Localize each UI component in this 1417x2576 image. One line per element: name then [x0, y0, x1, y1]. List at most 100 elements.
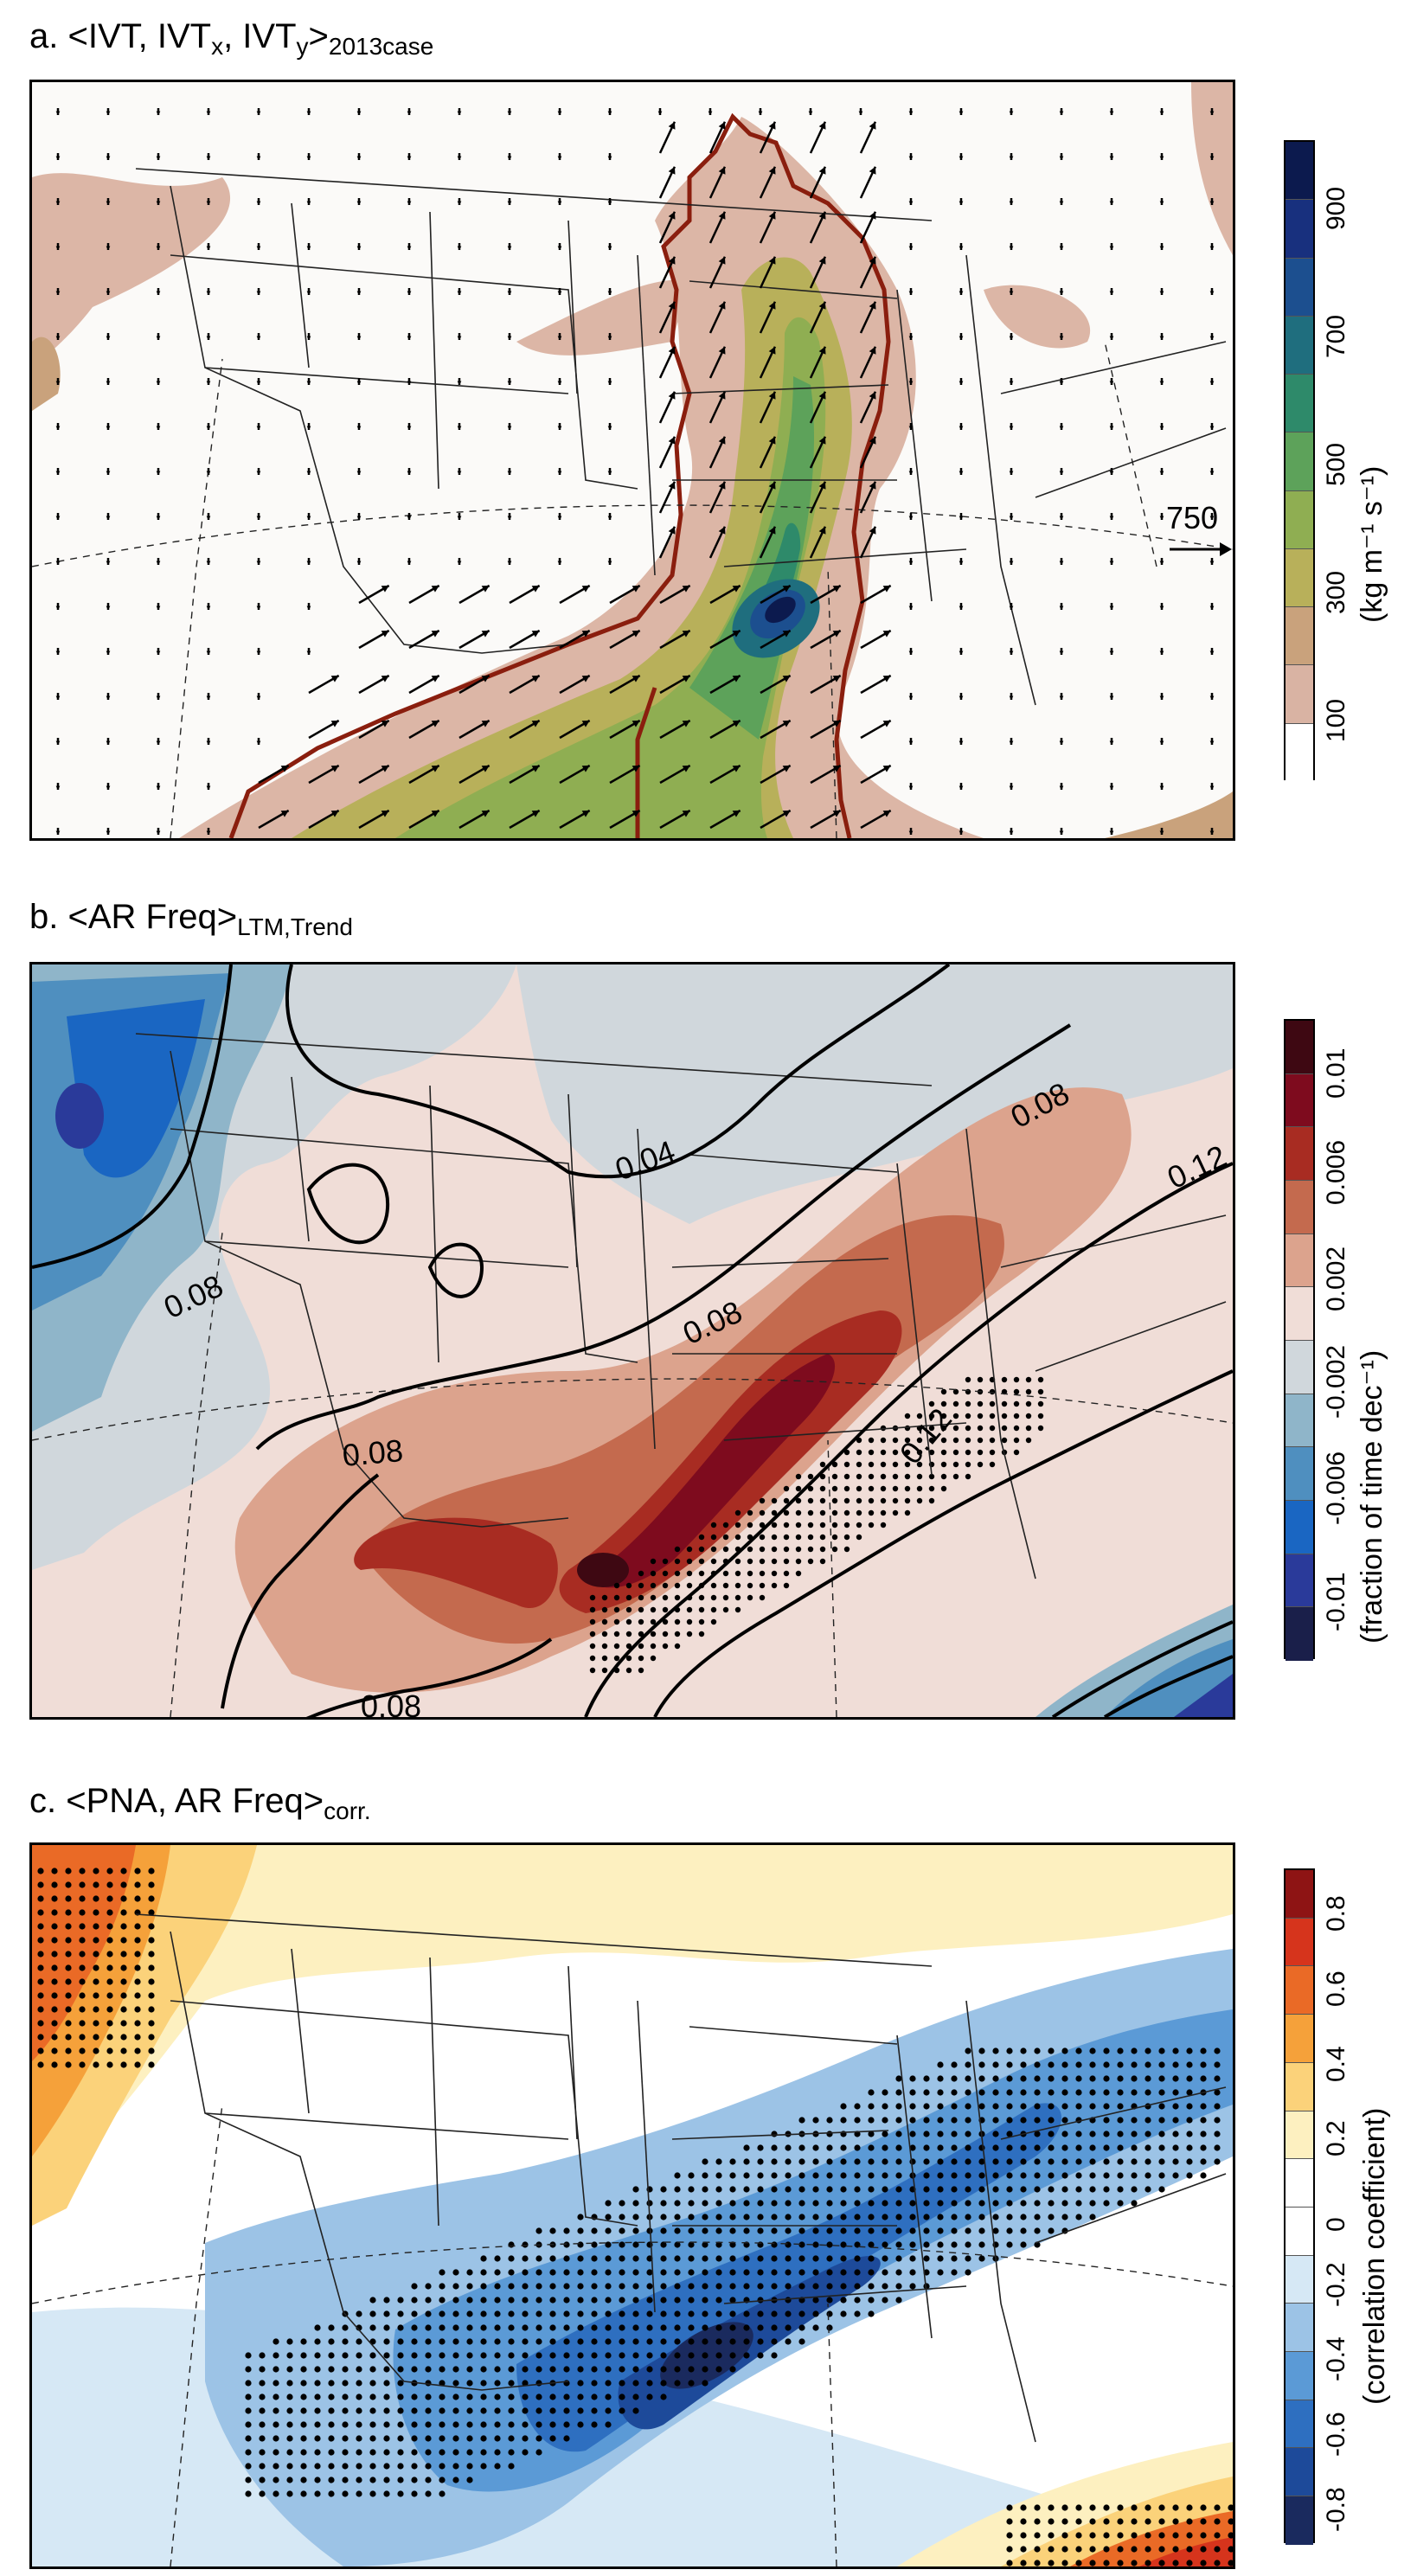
stipple-dot: [757, 2227, 764, 2234]
stipple-dot: [1117, 2532, 1124, 2539]
stipple-dot: [1172, 2518, 1179, 2525]
stipple-dot: [369, 2477, 376, 2483]
stipple-dot: [729, 2283, 736, 2290]
stipple-dot: [729, 2324, 736, 2331]
stipple-dot: [411, 2310, 418, 2317]
stipple-dot: [965, 2200, 971, 2207]
stipple-dot: [494, 2269, 501, 2276]
stipple-dot: [952, 1461, 959, 1468]
stipple-dot: [928, 1449, 935, 1456]
stipple-dot: [577, 2421, 584, 2428]
ivt-vector: [1109, 558, 1114, 565]
stipple-dot: [951, 2241, 958, 2248]
stipple-dot: [940, 1388, 947, 1395]
stipple-dot: [965, 2061, 971, 2068]
stipple-dot: [638, 1594, 644, 1601]
stipple-dot: [1020, 2103, 1027, 2110]
colorbar-tick-label: -0.01: [1322, 1572, 1350, 1632]
ivt-vector: [1009, 423, 1014, 430]
stipple-dot: [1117, 2560, 1124, 2566]
stipple-dot: [937, 2172, 944, 2179]
stipple-dot: [1001, 1400, 1008, 1407]
stipple-dot: [743, 2186, 750, 2193]
stipple-dot: [314, 2366, 321, 2373]
stipple-dot: [1025, 1376, 1032, 1383]
stipple-dot: [662, 1558, 669, 1565]
ivt-vector: [458, 674, 490, 695]
ivt-vector: [106, 423, 111, 430]
stipple-dot: [1048, 2200, 1055, 2207]
ivt-vector: [256, 378, 261, 385]
stipple-dot: [1103, 2089, 1110, 2096]
stipple-dot: [272, 2490, 279, 2497]
stipple-dot: [698, 1606, 705, 1613]
stipple-dot: [356, 2421, 362, 2428]
stipple-dot: [759, 1534, 766, 1541]
stipple-dot: [563, 2269, 570, 2276]
stipple-dot: [868, 2103, 875, 2110]
stipple-dot: [383, 2380, 390, 2387]
stipple-dot: [1103, 2061, 1110, 2068]
stipple-dot: [439, 2283, 446, 2290]
stipple-dot: [795, 1522, 802, 1528]
ivt-vector: [908, 603, 914, 610]
reference-vector-arrow: [1170, 542, 1232, 556]
stipple-dot: [65, 2034, 72, 2041]
stipple-dot: [904, 1497, 911, 1504]
stipple-dot: [1186, 2117, 1193, 2124]
ivt-vector: [457, 153, 462, 160]
stipple-dot: [909, 2117, 916, 2124]
stipple-dot: [369, 2380, 376, 2387]
stipple-dot: [577, 2283, 584, 2290]
stipple-dot: [715, 2158, 722, 2165]
stipple-dot: [314, 2449, 321, 2456]
stipple-dot: [904, 1509, 911, 1516]
stipple-dot: [411, 2338, 418, 2345]
stipple-dot: [783, 1509, 790, 1516]
stipple-dot: [978, 2186, 985, 2193]
stipple-dot: [795, 1534, 802, 1541]
stipple-dot: [245, 2407, 252, 2414]
stipple-dot: [356, 2310, 362, 2317]
stipple-dot: [1089, 2546, 1096, 2553]
stipple-dot: [710, 1522, 717, 1528]
colorbar-segment: [1286, 375, 1313, 433]
stipple-dot: [843, 1509, 850, 1516]
ivt-vector: [609, 719, 641, 740]
stipple-dot: [245, 2477, 252, 2483]
ivt-vector: [156, 423, 161, 430]
stipple-dot: [1200, 2518, 1207, 2525]
stipple-dot: [688, 2310, 695, 2317]
stipple-dot: [1013, 1376, 1020, 1383]
stipple-dot: [868, 2117, 875, 2124]
stipple-dot: [1089, 2075, 1096, 2082]
stipple-dot: [650, 1582, 657, 1589]
ivt-vector: [356, 468, 362, 475]
ivt-vector: [1209, 153, 1215, 160]
colorbar-segment: [1286, 490, 1313, 549]
stipple-dot: [1075, 2172, 1082, 2179]
stipple-dot: [992, 2227, 999, 2234]
stipple-dot: [650, 1618, 657, 1625]
ivt-vector: [457, 468, 462, 475]
ivt-vector: [509, 764, 541, 785]
stipple-dot: [452, 2449, 459, 2456]
stipple-dot: [989, 1437, 996, 1444]
ivt-vector: [106, 378, 111, 385]
stipple-dot: [674, 2172, 681, 2179]
stipple-dot: [619, 2393, 625, 2400]
stipple-dot: [494, 2352, 501, 2359]
stipple-dot: [880, 1485, 887, 1492]
stipple-dot: [245, 2490, 252, 2497]
stipple-dot: [272, 2463, 279, 2470]
stipple-dot: [134, 1881, 141, 1888]
stipple-dot: [1172, 2089, 1179, 2096]
ivt-vector: [1009, 378, 1014, 385]
stipple-dot: [148, 1909, 155, 1916]
stipple-dot: [715, 2255, 722, 2262]
stipple-dot: [674, 2310, 681, 2317]
stipple-dot: [1103, 2103, 1110, 2110]
stipple-dot: [480, 2297, 487, 2304]
stipple-dot: [868, 2255, 875, 2262]
stipple-dot: [854, 2227, 861, 2234]
